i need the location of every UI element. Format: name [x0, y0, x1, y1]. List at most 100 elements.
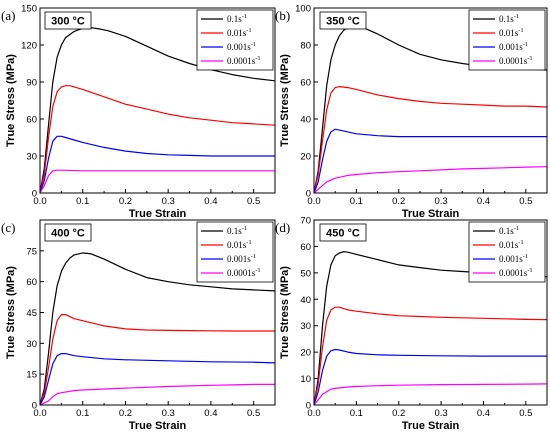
legend-entry: 0.0001s-1: [499, 55, 533, 66]
legend-box: [468, 221, 546, 283]
y-tick-label: 50: [300, 268, 311, 279]
x-tick-label: 0.0: [33, 196, 46, 207]
y-tick-label: 40: [300, 295, 311, 306]
series-line-3: [39, 353, 276, 406]
x-tick-label: 0.5: [247, 196, 260, 207]
y-tick-label: 20: [300, 348, 311, 359]
y-tick-label: 60: [300, 78, 311, 89]
y-axis-label: True Stress (MPa): [5, 54, 17, 147]
y-tick-label: 40: [300, 115, 311, 126]
legend-entry: 0.1s-1: [227, 13, 247, 24]
legend-entry: 0.01s-1: [227, 239, 252, 250]
chart-panel-4: (d) 0.0 0.1 0.2 0.3 0.4 0.5 0 10 20 30 40 50 60 70 True…: [275, 216, 548, 432]
series-line-4: [39, 383, 275, 406]
y-tick-label: 30: [26, 152, 37, 163]
x-tick-label: 0.2: [119, 196, 132, 207]
temperature-box: [44, 223, 92, 242]
x-tick-label: 0.3: [162, 196, 175, 207]
legend-entry: 0.001s-1: [227, 253, 256, 264]
legend-entry: 0.001s-1: [499, 253, 528, 264]
legend-entry: 0.01s-1: [499, 239, 524, 250]
x-tick-label: 0.4: [204, 408, 217, 419]
legend-entry: 0.0001s-1: [499, 267, 533, 278]
x-axis-label: True Strain: [402, 208, 460, 220]
panel-letter: (a): [1, 8, 15, 23]
series-line-2: [313, 85, 548, 194]
panel-letter: (c): [1, 220, 15, 235]
legend-entry: 0.01s-1: [499, 27, 524, 38]
x-tick-label: 0.1: [76, 196, 89, 207]
x-tick-label: 0.3: [434, 196, 447, 207]
panel-letter: (b): [275, 8, 290, 23]
legend-box: [468, 9, 546, 71]
temperature-box: [319, 223, 367, 242]
plot-frame: [39, 7, 276, 194]
y-axis-label: True Stress (MPa): [5, 266, 17, 359]
legend-entry: 0.1s-1: [499, 13, 519, 24]
y-tick-label: 100: [295, 4, 311, 15]
series-line-2: [313, 306, 548, 406]
x-tick-label: 0.1: [76, 408, 89, 419]
series-line-2: [39, 314, 275, 406]
y-tick-label: 75: [26, 246, 37, 257]
y-tick-label: 80: [300, 41, 311, 52]
x-tick-label: 0.5: [519, 408, 532, 419]
y-tick-label: 60: [26, 115, 37, 126]
x-tick-label: 0.0: [307, 196, 320, 207]
x-tick-label: 0.4: [477, 408, 490, 419]
temperature-label: 350 °C: [326, 16, 360, 28]
x-tick-label: 0.1: [350, 196, 363, 207]
y-tick-label: 10: [300, 374, 311, 385]
temperature-label: 400 °C: [51, 228, 85, 240]
y-tick-label: 150: [21, 4, 37, 15]
x-tick-label: 0.5: [247, 408, 260, 419]
x-tick-label: 0.2: [392, 196, 405, 207]
x-tick-label: 0.0: [307, 408, 320, 419]
y-tick-label: 120: [21, 41, 37, 52]
x-tick-label: 0.2: [392, 408, 405, 419]
y-tick-label: 0: [306, 189, 311, 200]
y-tick-label: 60: [300, 242, 311, 253]
chart-panel-2: (b) 0.0 0.1 0.2 0.3 0.4 0.5 0 20 40 60 80 100 True St…: [275, 4, 548, 220]
y-tick-label: 20: [300, 152, 311, 163]
temperature-box: [44, 11, 92, 30]
x-axis-label: True Strain: [129, 420, 187, 432]
legend-box: [196, 9, 274, 71]
chart-panel-3: (c) 0.0 0.1 0.2 0.3 0.4 0.5 0 15 30 45 60 75 True Str…: [1, 219, 276, 432]
series-line-2: [39, 85, 276, 194]
legend-entry: 0.001s-1: [227, 41, 256, 52]
plot-frame: [313, 7, 548, 194]
y-tick-label: 0: [32, 189, 37, 200]
legend-entry: 0.0001s-1: [227, 55, 261, 66]
x-tick-label: 0.2: [119, 408, 132, 419]
plot-frame: [313, 219, 548, 406]
series-line-4: [39, 169, 275, 194]
legend-entry: 0.1s-1: [499, 225, 519, 236]
y-tick-label: 0: [32, 401, 37, 412]
x-axis-label: True Strain: [402, 420, 460, 432]
series-line-4: [313, 383, 548, 406]
y-tick-label: 60: [26, 277, 37, 288]
y-tick-label: 70: [300, 216, 311, 227]
y-tick-label: 15: [26, 370, 37, 381]
x-tick-label: 0.3: [162, 408, 175, 419]
legend-entry: 0.1s-1: [227, 225, 247, 236]
x-tick-label: 0.0: [33, 408, 46, 419]
legend-box: [196, 221, 274, 283]
series-line-3: [313, 128, 547, 194]
panel-letter: (d): [275, 220, 290, 235]
x-tick-label: 0.5: [519, 196, 532, 207]
series-line-4: [313, 166, 548, 194]
chart-panel-1: (a) 0.0 0.1 0.2 0.3 0.4 0.5 0 30 60 90 120 150 True S…: [1, 4, 276, 220]
x-tick-label: 0.4: [204, 196, 217, 207]
series-line-1: [39, 252, 276, 406]
legend-entry: 0.01s-1: [227, 27, 252, 38]
temperature-label: 300 °C: [51, 16, 85, 28]
y-tick-label: 0: [306, 401, 311, 412]
x-tick-label: 0.1: [350, 408, 363, 419]
series-line-3: [39, 135, 275, 194]
y-axis-label: True Stress (MPa): [279, 54, 291, 147]
x-tick-label: 0.3: [434, 408, 447, 419]
series-line-3: [313, 348, 547, 406]
